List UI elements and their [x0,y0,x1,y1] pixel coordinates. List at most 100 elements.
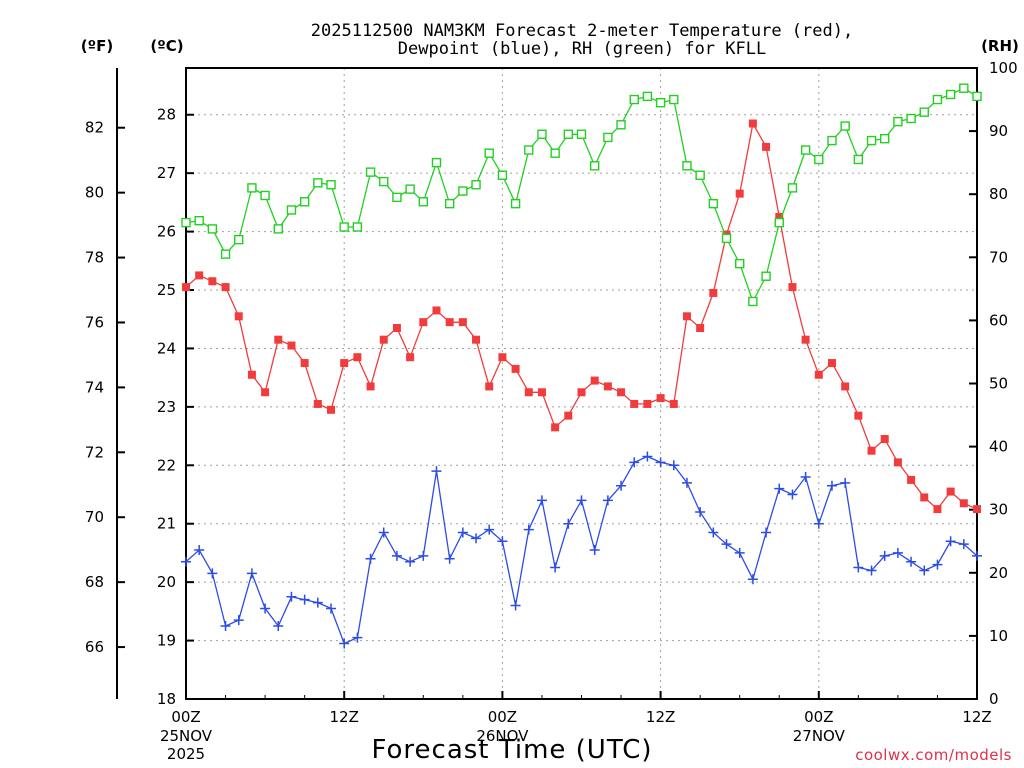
temperature-point [946,487,955,496]
dewpoint-point [866,565,877,576]
temperature-point [880,435,889,444]
dewpoint-point [523,524,534,535]
rh-point [352,222,363,232]
temperature-point [630,399,639,408]
dewpoint-point [510,600,521,611]
rh-point [365,167,376,177]
rh-point [959,83,969,93]
temperature-point [261,388,270,397]
rh-axis-unit: (RH) [981,37,1019,55]
fahrenheit-tick-label: 74 [85,378,104,396]
rh-point [616,120,626,130]
x-tick-date: 25NOV [160,727,213,745]
dewpoint-point [774,483,785,494]
temperature-point [893,458,902,467]
rh-point [880,133,890,144]
temperature-point [841,382,850,391]
rh-point [286,205,297,215]
rh-tick-label: 90 [989,122,1008,140]
fahrenheit-tick-label: 70 [85,508,104,526]
dewpoint-point [800,471,811,482]
dewpoint-point [246,568,257,579]
dewpoint-point [668,460,679,471]
rh-tick-label: 20 [989,564,1008,582]
chart-title-line2: Dewpoint (blue), RH (green) for KFLL [398,39,766,59]
fahrenheit-axis-unit: (ºF) [81,37,113,55]
celsius-tick-label: 18 [157,690,176,708]
temperature-point [458,318,467,327]
rh-point [853,154,864,165]
temperature-point [313,399,322,408]
rh-point [893,116,903,127]
fahrenheit-tick-label: 78 [85,249,104,267]
rh-point [748,296,758,307]
dewpoint-point [919,565,930,576]
rh-point [787,183,798,193]
dewpoint-point [418,550,429,561]
x-tick-date: 26NOV [476,727,529,745]
dewpoint-point [972,550,982,561]
rh-point [220,249,231,259]
dewpoint-point [708,527,719,538]
temperature-point [643,399,652,408]
temperature-point [406,353,415,362]
data-series [181,83,982,649]
celsius-tick-label: 28 [157,106,176,124]
rh-point [181,217,191,228]
rh-point [576,129,587,139]
rh-tick-label: 70 [989,248,1008,266]
temperature-point [247,370,256,379]
rh-point [814,154,824,165]
rh-point [471,180,481,190]
rh-point [735,258,745,269]
dewpoint-point [536,495,547,506]
x-tick-label: 12Z [646,708,675,726]
x-tick-label: 12Z [962,708,991,726]
dewpoint-point [655,457,666,468]
temperature-point [696,323,705,332]
temperature-point [511,364,520,373]
celsius-axis-unit: (ºC) [150,37,183,55]
temperature-point [195,271,204,280]
x-tick-date: 27NOV [793,727,846,745]
dewpoint-point [958,539,969,550]
source-credit: coolwx.com/models [855,746,1012,764]
temperature-point [603,382,612,391]
rh-point [840,121,850,131]
rh-point [682,161,692,171]
dewpoint-point [233,615,244,626]
rh-point [379,176,389,187]
dewpoint-point [840,477,851,488]
dewpoint-point [471,533,482,544]
dewpoint-point [695,507,706,518]
rh-point [563,129,574,139]
dewpoint-point [734,547,745,558]
rh-tick-label: 10 [989,627,1008,645]
dewpoint-point [286,591,297,602]
dewpoint-point [642,451,653,462]
rh-point [524,145,534,155]
celsius-tick-label: 26 [157,223,176,241]
dewpoint-point [484,524,495,535]
temperature-point [801,335,810,344]
dewpoint-point [497,536,508,547]
dewpoint-point [550,562,561,573]
fahrenheit-tick-label: 80 [85,184,104,202]
temperature-line [185,121,978,511]
x-tick-label: 00Z [488,708,517,726]
dewpoint-point [273,620,284,631]
rh-point [510,198,521,209]
temperature-point [379,335,388,344]
rh-point [655,98,666,108]
temperature-point [537,388,546,397]
temperature-point [709,288,718,297]
celsius-tick-label: 20 [157,573,176,591]
temperature-point [340,359,349,368]
temperature-point [669,399,678,408]
dewpoint-point [378,527,389,538]
dewpoint-point [260,603,271,614]
celsius-tick-label: 24 [157,339,176,357]
rh-point [313,178,323,188]
temperature-point [564,411,573,420]
x-tick-label: 00Z [804,708,833,726]
